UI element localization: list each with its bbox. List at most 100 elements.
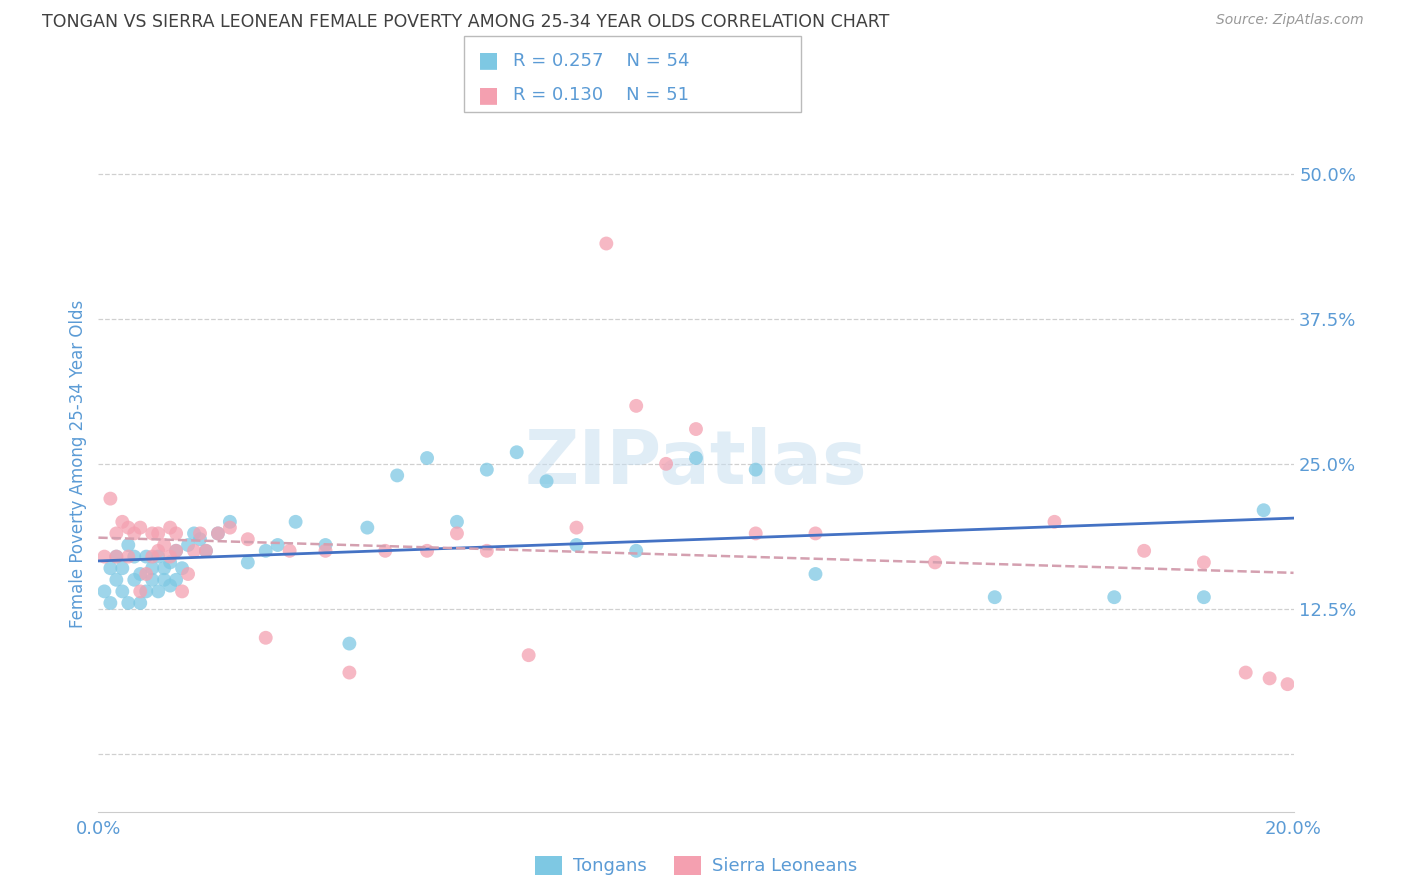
- Tongans: [105, 573, 128, 587]
- Sierra Leoneans: [374, 544, 396, 558]
- Sierra Leoneans: [924, 555, 946, 570]
- Tongans: [172, 561, 194, 575]
- Sierra Leoneans: [1234, 665, 1257, 680]
- Tongans: [339, 637, 360, 651]
- Sierra Leoneans: [595, 236, 617, 251]
- Tongans: [254, 544, 277, 558]
- Tongans: [207, 526, 229, 541]
- Sierra Leoneans: [159, 521, 181, 535]
- Sierra Leoneans: [278, 544, 301, 558]
- Sierra Leoneans: [219, 521, 242, 535]
- Tongans: [804, 567, 827, 582]
- Tongans: [195, 544, 218, 558]
- Tongans: [506, 445, 529, 459]
- Text: R = 0.130    N = 51: R = 0.130 N = 51: [513, 87, 689, 104]
- Sierra Leoneans: [148, 526, 170, 541]
- Tongans: [565, 538, 588, 552]
- Sierra Leoneans: [117, 521, 139, 535]
- Tongans: [124, 573, 146, 587]
- Tongans: [385, 468, 409, 483]
- Sierra Leoneans: [745, 526, 768, 541]
- Sierra Leoneans: [141, 526, 163, 541]
- Sierra Leoneans: [100, 491, 122, 506]
- Text: R = 0.257    N = 54: R = 0.257 N = 54: [513, 52, 690, 70]
- Tongans: [93, 584, 115, 599]
- Sierra Leoneans: [105, 549, 128, 564]
- Tongans: [129, 567, 152, 582]
- Sierra Leoneans: [804, 526, 827, 541]
- Tongans: [536, 475, 558, 489]
- Sierra Leoneans: [1277, 677, 1299, 691]
- Tongans: [135, 549, 157, 564]
- Legend: Tongans, Sierra Leoneans: Tongans, Sierra Leoneans: [527, 849, 865, 883]
- Tongans: [626, 544, 648, 558]
- Sierra Leoneans: [1043, 515, 1066, 529]
- Sierra Leoneans: [148, 544, 170, 558]
- Sierra Leoneans: [254, 631, 277, 645]
- Sierra Leoneans: [446, 526, 468, 541]
- Tongans: [105, 549, 128, 564]
- Sierra Leoneans: [1258, 671, 1281, 685]
- Y-axis label: Female Poverty Among 25-34 Year Olds: Female Poverty Among 25-34 Year Olds: [69, 300, 87, 628]
- Sierra Leoneans: [105, 526, 128, 541]
- Sierra Leoneans: [159, 549, 181, 564]
- Tongans: [100, 596, 122, 610]
- Sierra Leoneans: [315, 544, 337, 558]
- Text: ZIPatlas: ZIPatlas: [524, 427, 868, 500]
- Tongans: [685, 451, 707, 466]
- Tongans: [1104, 591, 1126, 605]
- Tongans: [141, 573, 163, 587]
- Sierra Leoneans: [153, 538, 176, 552]
- Sierra Leoneans: [93, 549, 115, 564]
- Tongans: [183, 526, 205, 541]
- Sierra Leoneans: [135, 567, 157, 582]
- Tongans: [284, 515, 307, 529]
- Sierra Leoneans: [124, 526, 146, 541]
- Sierra Leoneans: [416, 544, 439, 558]
- Tongans: [219, 515, 242, 529]
- Tongans: [111, 561, 134, 575]
- Tongans: [129, 596, 152, 610]
- Sierra Leoneans: [517, 648, 540, 662]
- Tongans: [117, 538, 139, 552]
- Tongans: [111, 584, 134, 599]
- Sierra Leoneans: [655, 457, 678, 471]
- Tongans: [1253, 503, 1275, 517]
- Tongans: [117, 596, 139, 610]
- Sierra Leoneans: [565, 521, 588, 535]
- Tongans: [124, 549, 146, 564]
- Tongans: [159, 579, 181, 593]
- Tongans: [446, 515, 468, 529]
- Tongans: [315, 538, 337, 552]
- Sierra Leoneans: [339, 665, 360, 680]
- Sierra Leoneans: [183, 544, 205, 558]
- Tongans: [984, 591, 1007, 605]
- Tongans: [267, 538, 290, 552]
- Tongans: [153, 573, 176, 587]
- Tongans: [148, 549, 170, 564]
- Tongans: [159, 555, 181, 570]
- Sierra Leoneans: [626, 399, 648, 413]
- Tongans: [356, 521, 378, 535]
- Sierra Leoneans: [188, 526, 211, 541]
- Sierra Leoneans: [129, 521, 152, 535]
- Sierra Leoneans: [141, 549, 163, 564]
- Sierra Leoneans: [236, 532, 259, 546]
- Sierra Leoneans: [685, 422, 707, 436]
- Tongans: [177, 538, 200, 552]
- Tongans: [135, 584, 157, 599]
- Sierra Leoneans: [1192, 555, 1215, 570]
- Tongans: [100, 561, 122, 575]
- Tongans: [148, 584, 170, 599]
- Tongans: [1192, 591, 1215, 605]
- Tongans: [141, 561, 163, 575]
- Tongans: [475, 462, 498, 476]
- Tongans: [153, 561, 176, 575]
- Sierra Leoneans: [475, 544, 498, 558]
- Sierra Leoneans: [165, 526, 187, 541]
- Tongans: [745, 462, 768, 476]
- Tongans: [188, 532, 211, 546]
- Sierra Leoneans: [111, 515, 134, 529]
- Sierra Leoneans: [117, 549, 139, 564]
- Text: ■: ■: [478, 51, 499, 70]
